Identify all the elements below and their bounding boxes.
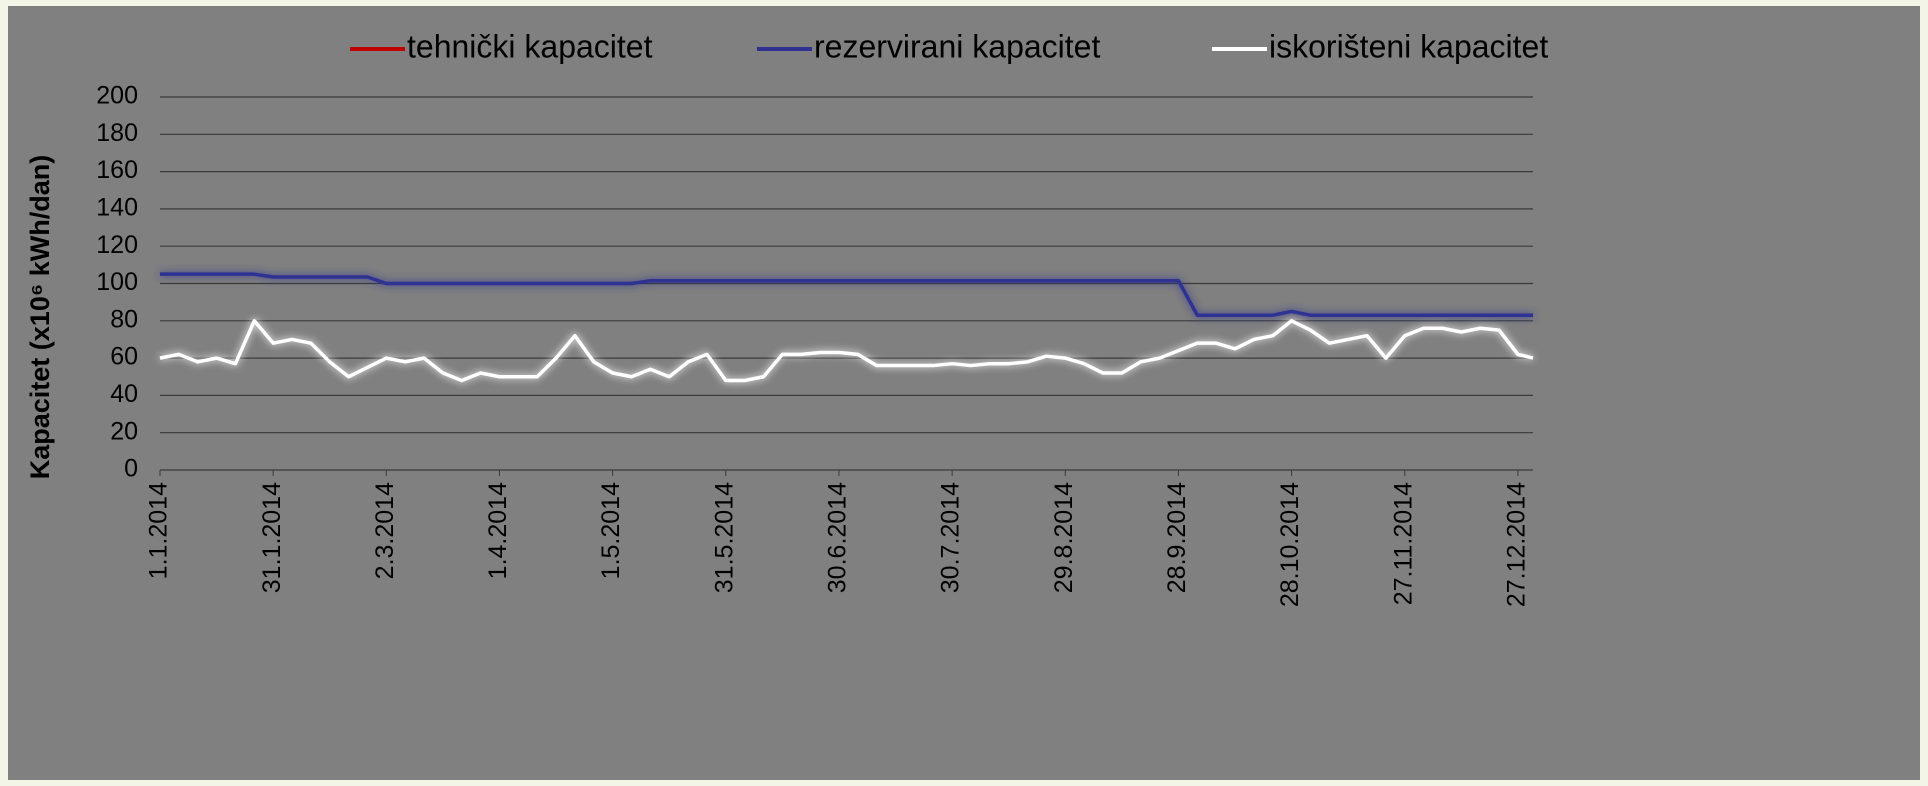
y-axis-label: Kapacitet (x10⁶ kWh/dan) <box>25 155 55 480</box>
y-tick-label: 60 <box>110 343 138 371</box>
y-tick-label: 40 <box>110 380 138 408</box>
y-tick-label: 140 <box>96 194 138 222</box>
x-tick-label: 31.1.2014 <box>258 482 286 593</box>
x-tick-label: 30.7.2014 <box>937 482 965 593</box>
x-tick-label: 28.10.2014 <box>1276 482 1304 607</box>
x-tick-label: 31.5.2014 <box>710 482 738 593</box>
y-tick-label: 120 <box>96 231 138 259</box>
x-tick-label: 27.12.2014 <box>1503 482 1531 607</box>
legend-label: tehnički kapacitet <box>407 28 653 64</box>
x-tick-label: 30.6.2014 <box>824 482 852 593</box>
y-tick-label: 100 <box>96 268 138 296</box>
y-tick-label: 180 <box>96 119 138 147</box>
legend-label: rezervirani kapacitet <box>814 28 1100 64</box>
plot-background <box>8 6 1920 780</box>
x-tick-label: 1.4.2014 <box>484 482 512 579</box>
series-line <box>159 319 1534 383</box>
x-tick-label: 27.11.2014 <box>1389 482 1417 605</box>
y-tick-label: 0 <box>124 455 138 483</box>
legend-label: iskorišteni kapacitet <box>1269 28 1548 64</box>
x-tick-label: 29.8.2014 <box>1050 482 1078 593</box>
x-tick-label: 1.1.2014 <box>145 482 173 579</box>
y-tick-label: 20 <box>110 417 138 445</box>
y-tick-label: 160 <box>96 156 138 184</box>
x-tick-label: 1.5.2014 <box>597 482 625 579</box>
x-tick-label: 2.3.2014 <box>371 482 399 579</box>
y-tick-label: 80 <box>110 305 138 333</box>
y-tick-label: 200 <box>96 82 138 110</box>
legend: tehnički kapacitet rezervirani kapacitet i… <box>350 28 1548 64</box>
series-line <box>160 272 1533 317</box>
x-tick-label: 28.9.2014 <box>1163 482 1191 593</box>
